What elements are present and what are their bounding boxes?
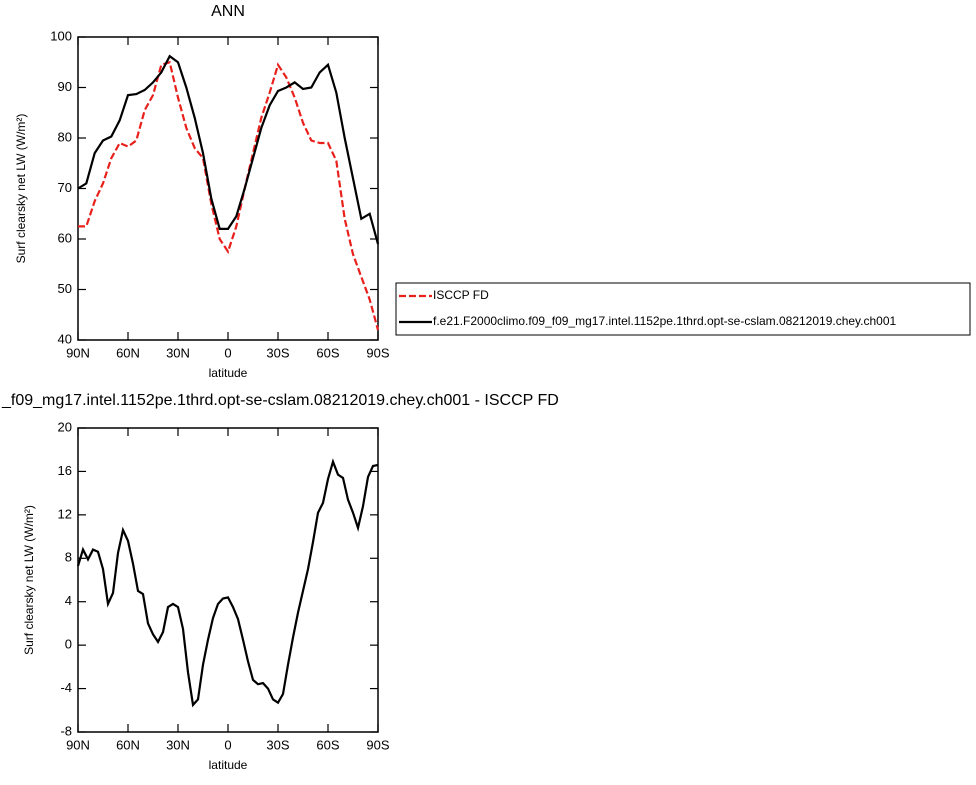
x-tick-label: 90S [366,345,389,360]
y-tick-label: 8 [65,550,72,565]
series-line [78,60,380,331]
legend-box [395,282,971,336]
x-tick-label: 60N [116,737,140,752]
y-tick-label: 70 [58,180,72,195]
y-tick-label: 12 [58,506,72,521]
x-tick-label: 60S [316,737,339,752]
x-tick-label: 90N [66,345,90,360]
legend-label: f.e21.F2000climo.f09_f09_mg17.intel.1152… [433,314,897,328]
series-line [76,458,379,708]
x-axis-label: latitude [209,366,248,380]
y-tick-label: 90 [58,79,72,94]
x-tick-label: 30N [166,345,190,360]
y-tick-label: 40 [58,331,72,346]
y-tick-label: -8 [60,723,72,738]
x-tick-label: 30N [166,737,190,752]
x-tick-label: 60N [116,345,140,360]
y-axis-label: Surf clearsky net LW (W/m²) [14,114,28,264]
y-tick-label: 100 [50,28,72,43]
x-axis-label: latitude [209,758,248,772]
x-tick-label: 30S [266,345,289,360]
y-tick-label: 50 [58,281,72,296]
y-tick-label: 16 [58,463,72,478]
x-tick-label: 60S [316,345,339,360]
x-tick-label: 0 [224,737,231,752]
y-axis-label: Surf clearsky net LW (W/m²) [22,505,36,655]
x-tick-label: 0 [224,345,231,360]
x-tick-label: 30S [266,737,289,752]
x-tick-label: 90S [366,737,389,752]
y-tick-label: 20 [58,419,72,434]
y-tick-label: 60 [58,230,72,245]
chart-title: _f09_mg17.intel.1152pe.1thrd.opt-se-csla… [1,392,559,409]
y-tick-label: 0 [65,637,72,652]
series-line [77,54,380,245]
legend-label: ISCCP FD [433,288,489,302]
chart-title: ANN [211,3,245,20]
x-tick-label: 90N [66,737,90,752]
plot-frame [77,427,379,733]
y-tick-label: 80 [58,129,72,144]
y-tick-label: 4 [65,593,72,608]
y-tick-label: -4 [60,680,72,695]
